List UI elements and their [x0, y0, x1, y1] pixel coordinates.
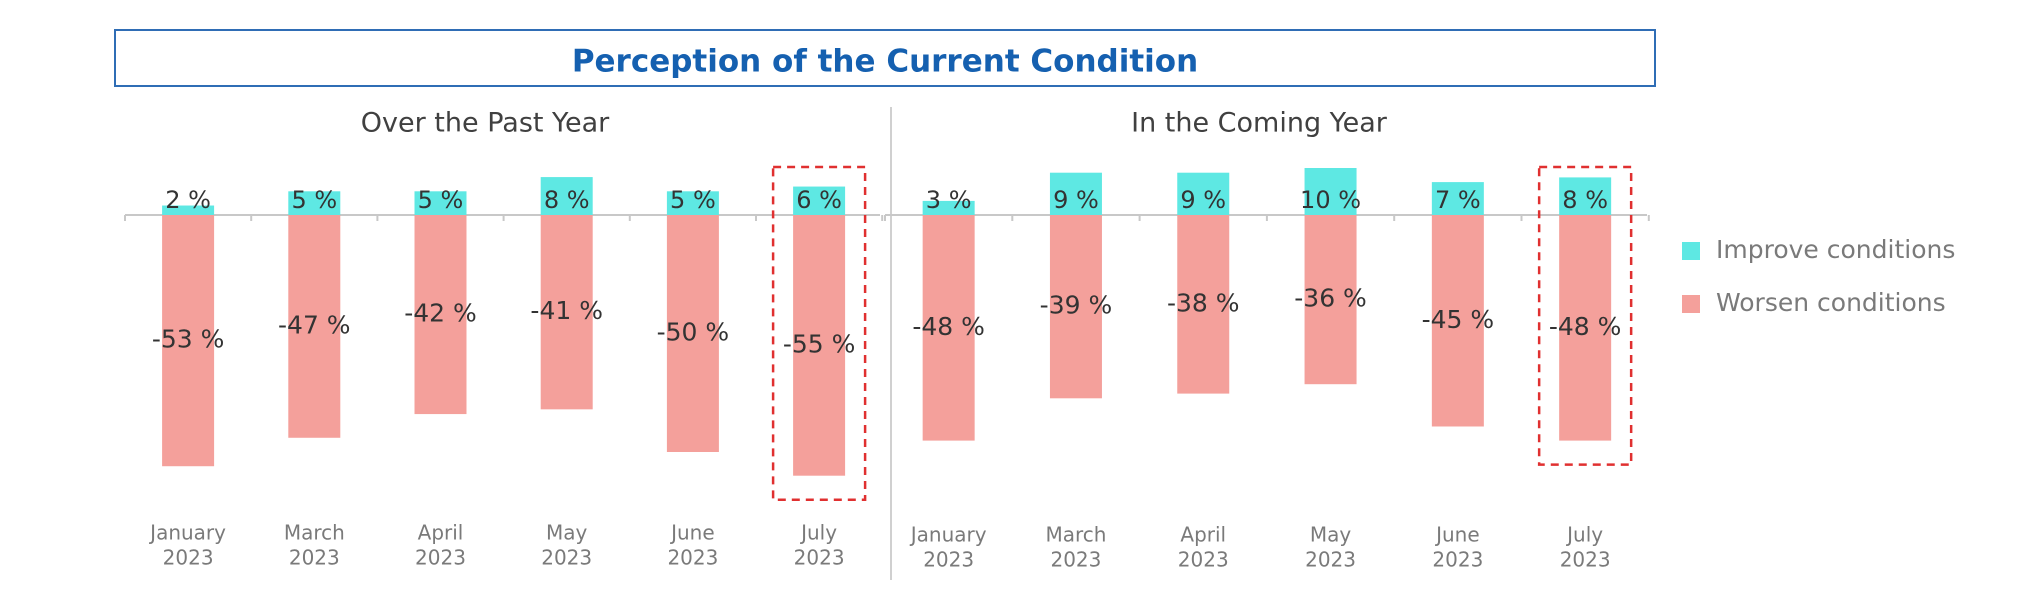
x-tick-label-year: 2023: [289, 546, 340, 570]
data-label-worsen: -50 %: [657, 318, 730, 347]
data-label-worsen: -39 %: [1040, 291, 1113, 320]
data-label-improve: 9 %: [1053, 186, 1099, 214]
data-label-improve: 5 %: [418, 186, 464, 214]
bar-improve: [540, 177, 593, 215]
x-tick-label-month: June: [669, 521, 715, 545]
x-tick-label-month: April: [418, 521, 464, 545]
bar-worsen: [1177, 215, 1230, 394]
highlight-box: [771, 165, 867, 501]
x-tick-label-year: 2023: [794, 546, 845, 570]
x-tick-label-year: 2023: [923, 548, 974, 572]
bar-worsen: [793, 215, 846, 476]
x-tick-label-month: June: [1434, 523, 1480, 547]
x-tick-label-year: 2023: [163, 546, 214, 570]
x-tick-label-year: 2023: [1432, 548, 1483, 572]
x-tick-label-year: 2023: [1050, 548, 1101, 572]
data-label-worsen: -48 %: [1549, 312, 1622, 341]
panel-subtitle: Over the Past Year: [361, 108, 610, 139]
x-tick-label-year: 2023: [1178, 548, 1229, 572]
highlight-box: [1537, 165, 1633, 466]
data-label-worsen: -53 %: [152, 325, 225, 354]
x-tick-label-year: 2023: [1560, 548, 1611, 572]
data-label-improve: 5 %: [291, 186, 337, 214]
bar-improve: [288, 191, 341, 215]
x-tick-label-month: July: [1565, 523, 1603, 547]
bar-improve: [666, 191, 719, 215]
data-label-improve: 6 %: [796, 186, 842, 214]
x-tick-label-month: May: [1310, 523, 1352, 547]
data-label-worsen: -47 %: [278, 310, 351, 339]
data-label-worsen: -42 %: [404, 299, 477, 328]
bar-worsen: [1431, 215, 1484, 427]
bar-worsen: [1559, 215, 1612, 441]
data-label-improve: 5 %: [670, 186, 716, 214]
data-label-improve: 3 %: [926, 186, 972, 214]
bar-worsen: [414, 215, 467, 415]
legend-label-improve: Improve conditions: [1716, 235, 1955, 264]
bar-worsen: [922, 215, 975, 441]
bar-improve: [162, 205, 215, 215]
bar-worsen: [288, 215, 341, 438]
bar-worsen: [666, 215, 719, 452]
x-tick-label-year: 2023: [667, 546, 718, 570]
bar-worsen: [1049, 215, 1102, 399]
bar-worsen: [1304, 215, 1357, 385]
legend-swatch-improve: [1682, 242, 1700, 260]
data-label-improve: 7 %: [1435, 186, 1481, 214]
x-tick-label-year: 2023: [541, 546, 592, 570]
legend-swatch-worsen: [1682, 295, 1700, 313]
data-label-worsen: -45 %: [1422, 305, 1495, 334]
x-tick-label-month: May: [546, 521, 588, 545]
x-tick-label-year: 2023: [415, 546, 466, 570]
data-label-worsen: -48 %: [912, 312, 985, 341]
bar-worsen: [540, 215, 593, 410]
bar-improve: [414, 191, 467, 215]
data-label-improve: 8 %: [544, 186, 590, 214]
bar-worsen: [162, 215, 215, 467]
bar-improve: [922, 200, 975, 215]
panel-subtitle: In the Coming Year: [1131, 108, 1388, 139]
bar-improve: [1559, 177, 1612, 215]
data-label-improve: 9 %: [1180, 186, 1226, 214]
data-label-improve: 8 %: [1562, 186, 1608, 214]
data-label-improve: 10 %: [1300, 186, 1361, 214]
legend: Improve conditions Worsen conditions: [1682, 235, 1955, 317]
bar-improve: [1431, 182, 1484, 215]
x-tick-label-month: April: [1180, 523, 1226, 547]
x-tick-label-year: 2023: [1305, 548, 1356, 572]
data-label-improve: 2 %: [165, 186, 211, 214]
data-label-worsen: -36 %: [1294, 284, 1367, 313]
x-tick-label-month: March: [1045, 523, 1106, 547]
legend-label-worsen: Worsen conditions: [1716, 288, 1946, 317]
x-tick-label-month: March: [284, 521, 345, 545]
title-box: [114, 29, 1656, 87]
data-label-worsen: -41 %: [530, 296, 603, 325]
bar-improve: [1177, 172, 1230, 215]
x-tick-label-month: January: [148, 521, 226, 545]
bar-improve: [1304, 168, 1357, 215]
x-tick-label-month: July: [799, 521, 837, 545]
data-label-worsen: -55 %: [783, 329, 856, 358]
chart-title: Perception of the Current Condition: [572, 44, 1198, 80]
x-tick-label-month: January: [909, 523, 987, 547]
data-label-worsen: -38 %: [1167, 288, 1240, 317]
bar-improve: [1049, 172, 1102, 215]
bar-improve: [793, 186, 846, 215]
